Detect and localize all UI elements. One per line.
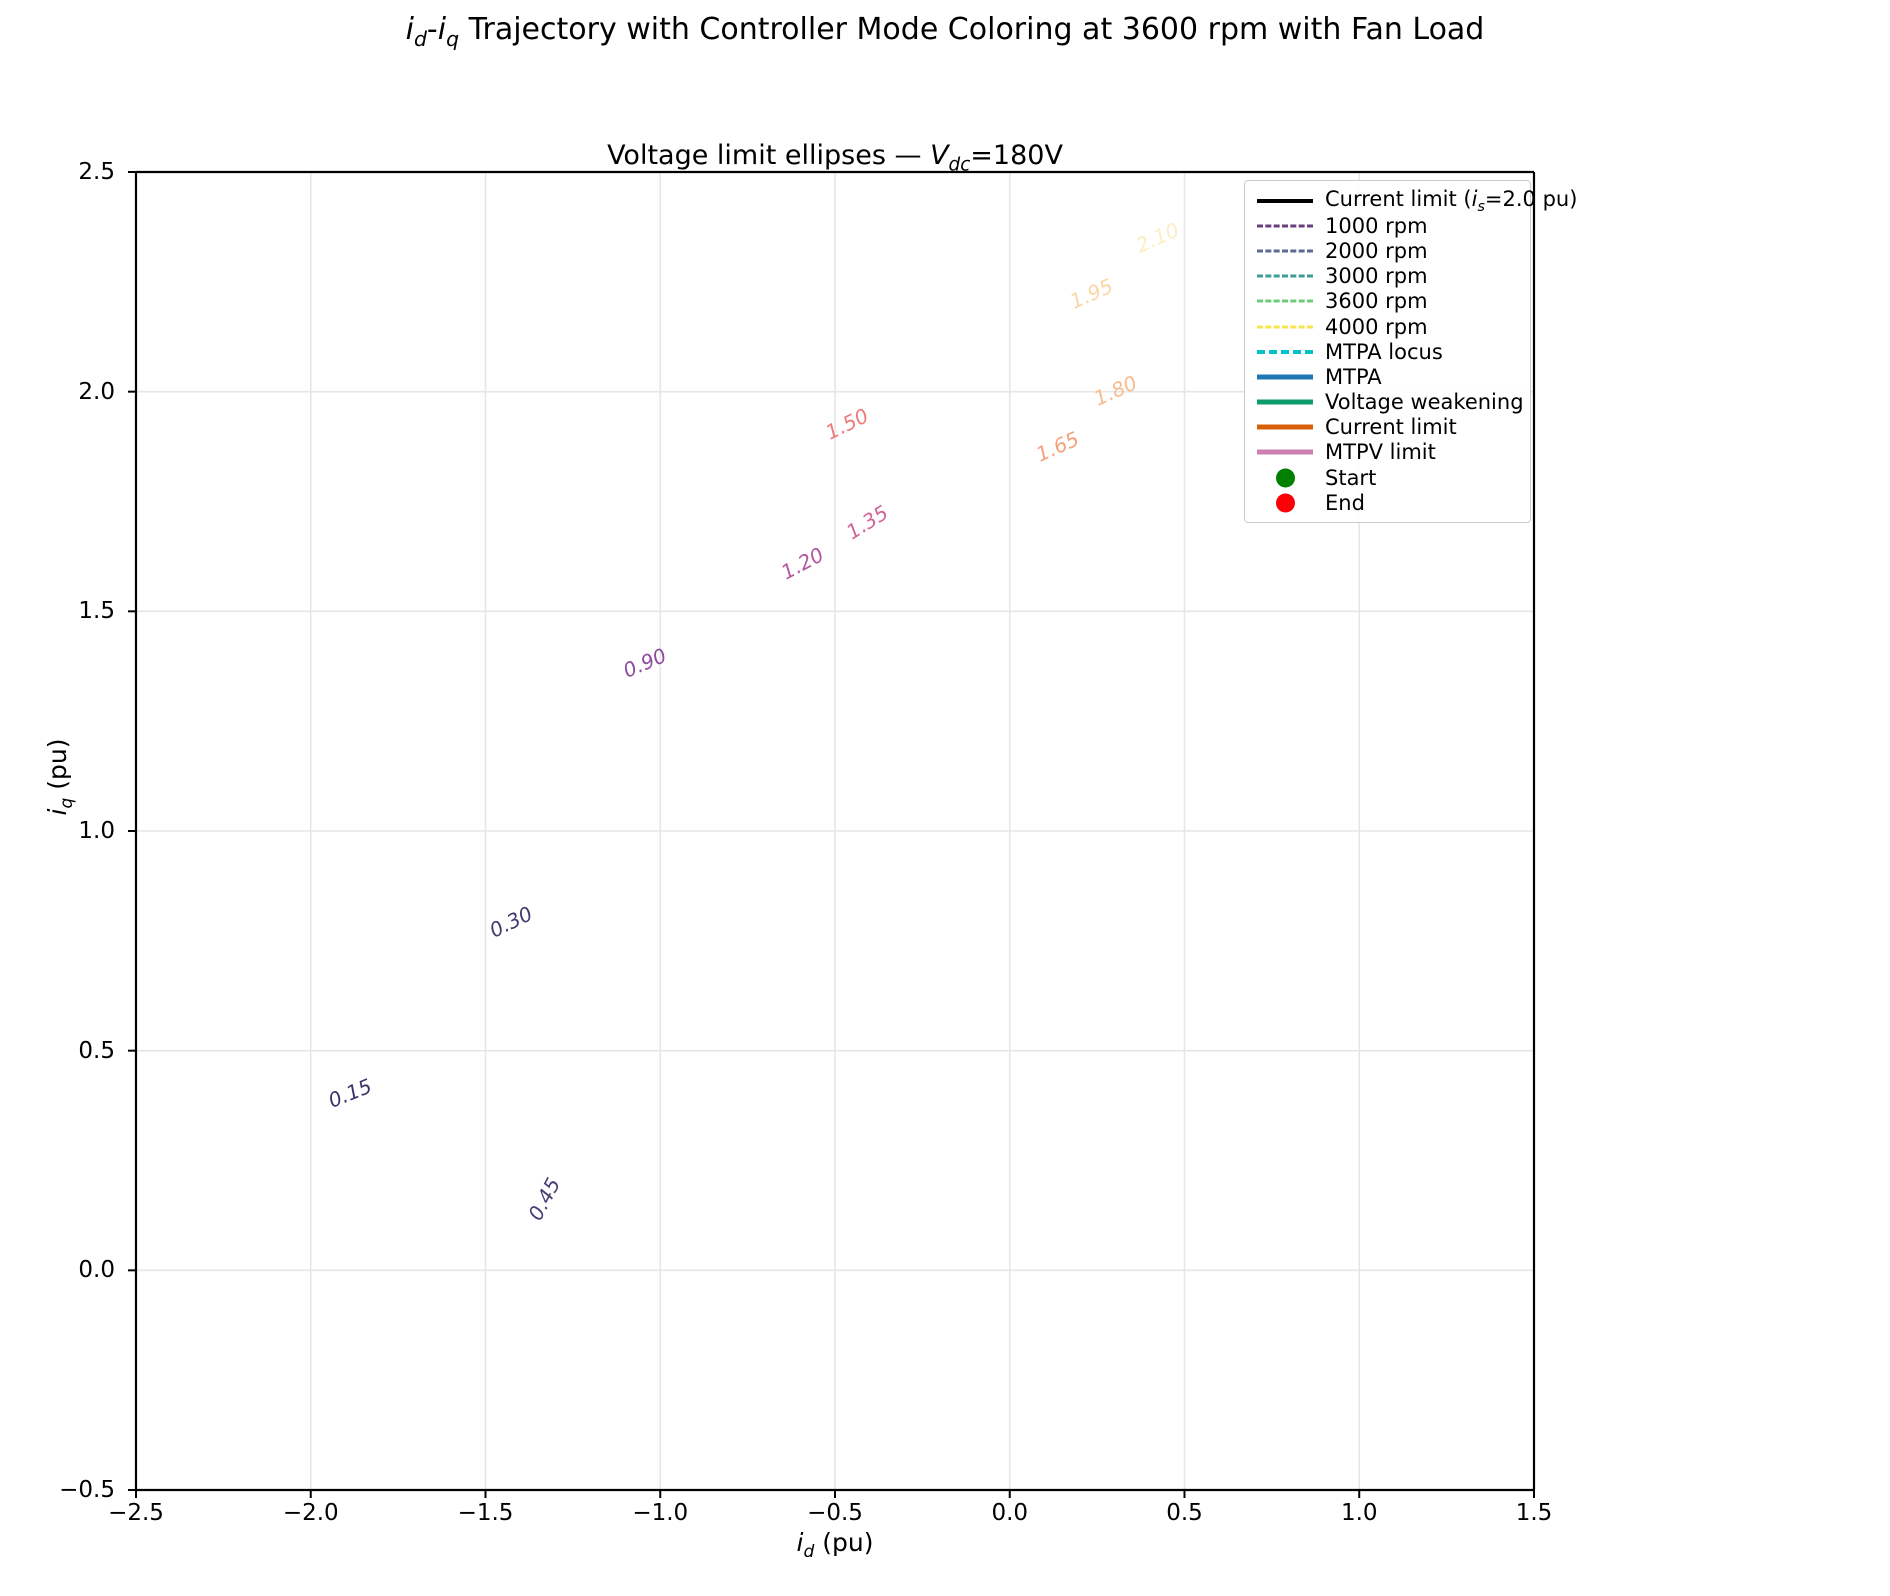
- legend-line: [1257, 399, 1313, 405]
- legend-swatch: [1257, 242, 1313, 260]
- y-tick-label: −0.5: [59, 1477, 115, 1503]
- legend-label: Current limit (is=2.0 pu): [1325, 186, 1578, 215]
- legend-item-current-limit[interactable]: Current limit: [1245, 415, 1530, 440]
- x-tick-label: −1.5: [457, 1500, 514, 1526]
- legend-line: [1257, 424, 1313, 430]
- legend-item-mtpa[interactable]: MTPA: [1245, 364, 1530, 389]
- legend-marker-dot: [1276, 468, 1295, 488]
- legend-line: [1257, 449, 1313, 455]
- x-tick-label: 1.0: [1340, 1500, 1378, 1526]
- y-tick-label: 2.5: [78, 159, 115, 185]
- x-tick-label: −2.5: [108, 1500, 164, 1526]
- chart-subtitle: Voltage limit ellipses — Vdc=180V: [607, 140, 1063, 176]
- legend-item-current-limit-i-s-2-0-pu[interactable]: Current limit (is=2.0 pu): [1245, 187, 1577, 215]
- x-tick-label: −0.5: [807, 1500, 863, 1526]
- legend-line: [1257, 198, 1313, 203]
- legend-label: 2000 rpm: [1325, 238, 1428, 263]
- legend-line: [1257, 374, 1313, 380]
- legend-item-voltage-weakening[interactable]: Voltage weakening: [1245, 390, 1530, 415]
- legend-swatch: [1257, 217, 1313, 235]
- x-axis-label: id (pu): [796, 1528, 874, 1562]
- legend-swatch: [1257, 393, 1313, 411]
- legend-swatch: [1257, 292, 1313, 310]
- legend-label: Current limit: [1325, 415, 1457, 440]
- legend-swatch: [1257, 267, 1313, 285]
- y-axis-label: iq (pu): [43, 738, 77, 816]
- legend-label: End: [1325, 490, 1365, 515]
- legend-swatch: [1257, 418, 1313, 436]
- legend-swatch: [1257, 443, 1313, 461]
- legend-label: 1000 rpm: [1325, 213, 1428, 238]
- legend-marker-dot: [1276, 493, 1295, 513]
- legend-label: 3600 rpm: [1325, 289, 1428, 314]
- x-tick-label: 1.5: [1515, 1500, 1553, 1526]
- legend-label: Voltage weakening: [1325, 390, 1524, 415]
- legend-label: 3000 rpm: [1325, 264, 1428, 289]
- legend-line: [1257, 349, 1313, 354]
- legend-line: [1257, 274, 1313, 278]
- legend-label: MTPA: [1325, 364, 1382, 389]
- legend-label: Start: [1325, 465, 1377, 490]
- legend-swatch: [1257, 468, 1313, 488]
- legend-label: MTPV limit: [1325, 440, 1436, 465]
- legend-label: 4000 rpm: [1325, 314, 1428, 339]
- legend-item-2000-rpm[interactable]: 2000 rpm: [1245, 238, 1530, 263]
- legend-swatch: [1257, 192, 1313, 210]
- legend-line: [1257, 249, 1313, 253]
- y-tick-label: 0.5: [78, 1037, 115, 1064]
- legend-item-3600-rpm[interactable]: 3600 rpm: [1245, 289, 1530, 314]
- legend-line: [1257, 224, 1313, 228]
- legend-swatch: [1257, 343, 1313, 361]
- legend-swatch: [1257, 493, 1313, 513]
- legend-item-3000-rpm[interactable]: 3000 rpm: [1245, 264, 1530, 289]
- y-tick-label: 1.0: [78, 818, 115, 844]
- legend-item-mtpv-limit[interactable]: MTPV limit: [1245, 440, 1530, 465]
- x-tick-label: 0.5: [1166, 1500, 1203, 1526]
- legend-item-end[interactable]: End: [1245, 490, 1530, 515]
- y-tick-label: 0.0: [78, 1257, 115, 1284]
- chart-title: id-iq Trajectory with Controller Mode Co…: [405, 12, 1485, 51]
- x-tick-label: −1.0: [632, 1500, 689, 1526]
- legend-item-mtpa-locus[interactable]: MTPA locus: [1245, 339, 1530, 364]
- y-tick-label: 1.5: [78, 598, 115, 625]
- legend-line: [1257, 325, 1313, 329]
- chart-legend: Current limit (is=2.0 pu) 1000 rpm 2000 rp…: [1244, 180, 1577, 524]
- legend-item-1000-rpm[interactable]: 1000 rpm: [1245, 213, 1530, 238]
- x-tick-label: 0.0: [991, 1500, 1029, 1526]
- legend-item-4000-rpm[interactable]: 4000 rpm: [1245, 314, 1530, 339]
- legend-line: [1257, 299, 1313, 303]
- legend-swatch: [1257, 318, 1313, 336]
- legend-swatch: [1257, 368, 1313, 386]
- legend-label: MTPA locus: [1325, 339, 1443, 364]
- x-tick-label: −2.0: [282, 1500, 339, 1526]
- y-tick-label: 2.0: [78, 378, 115, 405]
- legend-item-start[interactable]: Start: [1245, 465, 1530, 490]
